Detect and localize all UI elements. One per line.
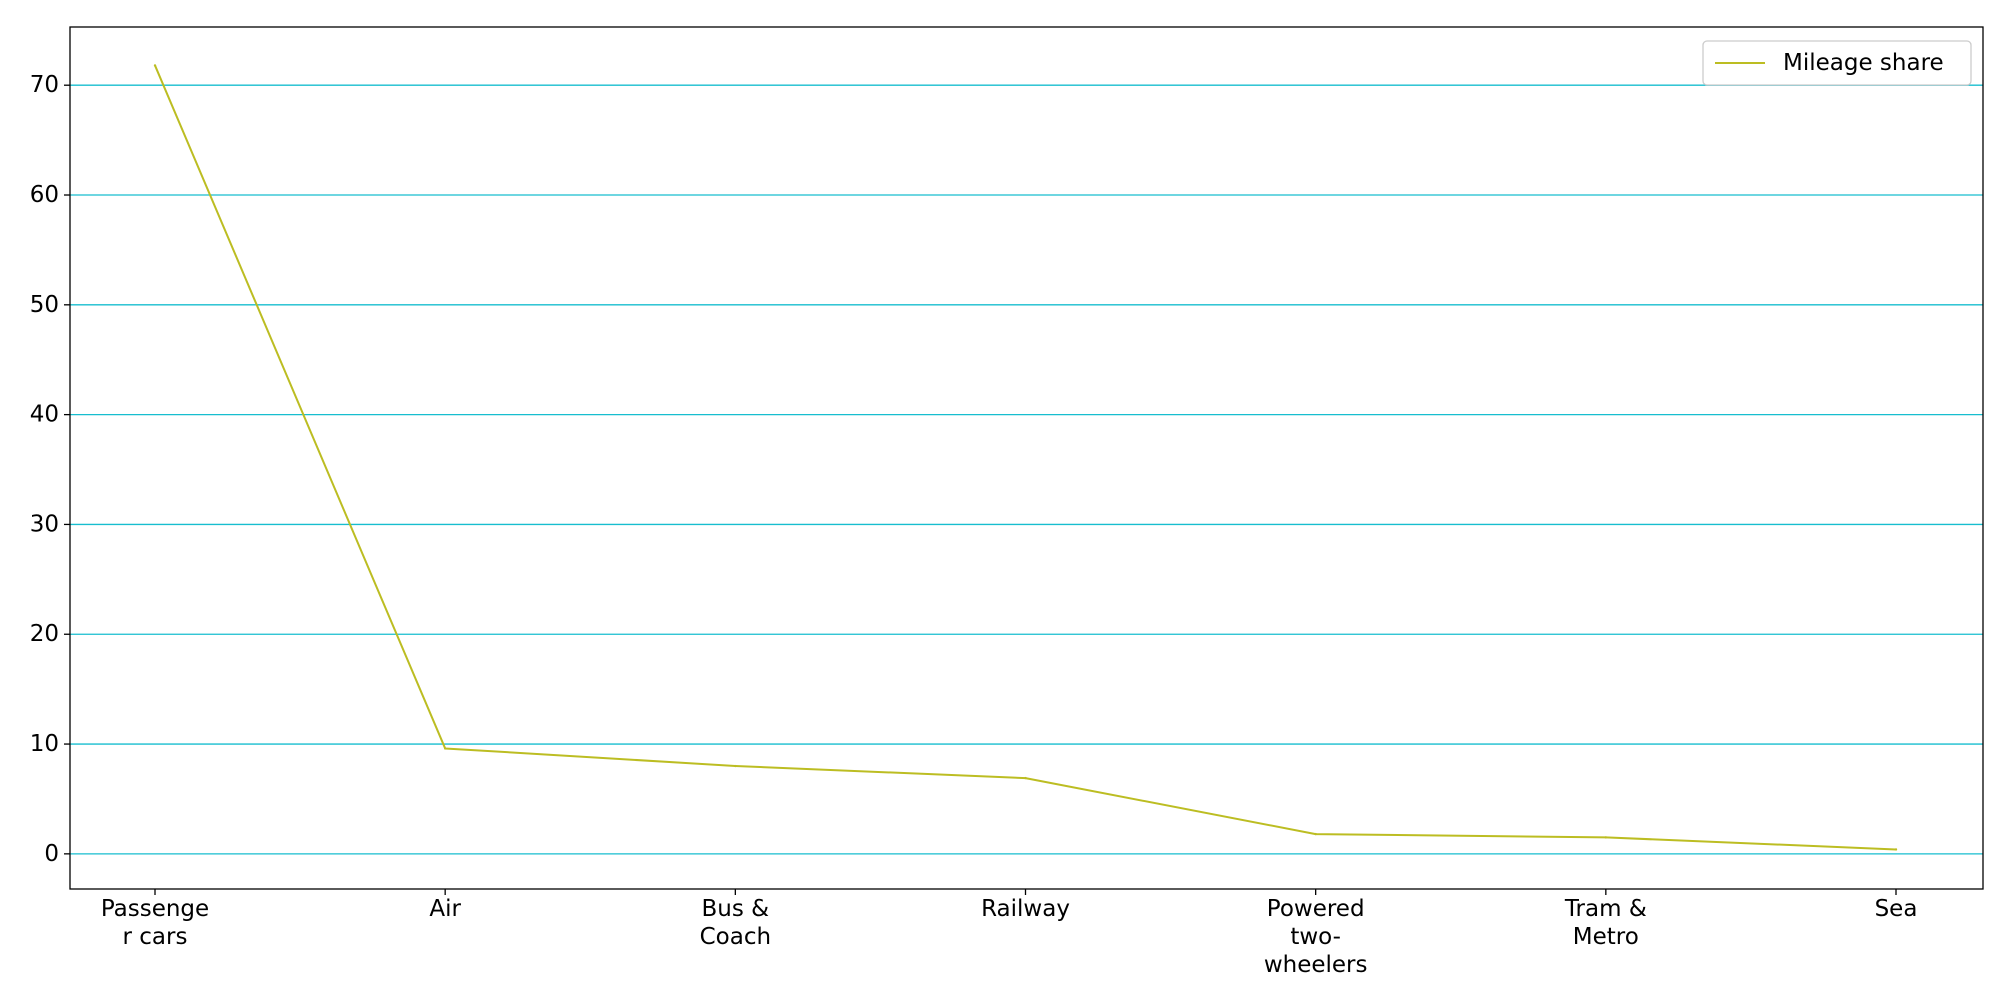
y-tick-label: 30 xyxy=(30,511,59,537)
x-tick-label-line: wheelers xyxy=(1264,952,1368,978)
x-tick-label: Sea xyxy=(1875,896,1918,922)
data-point xyxy=(1314,832,1317,836)
x-tick-label-line: Air xyxy=(429,896,461,922)
x-tick-label-line: Passenge xyxy=(101,896,209,922)
x-tick-label-line: Coach xyxy=(700,924,771,950)
legend-box xyxy=(1702,40,1972,86)
y-tick-label: 40 xyxy=(30,402,59,428)
data-point xyxy=(734,764,737,768)
x-tick-label: Passenge r cars xyxy=(101,896,209,950)
y-axis: 0 10 20 30 40 50 60 70 xyxy=(30,72,70,867)
legend: Mileage share xyxy=(1702,40,1972,86)
y-tick-label: 70 xyxy=(30,72,59,98)
plot-frame xyxy=(69,26,1984,890)
data-point xyxy=(153,64,157,67)
x-tick-label-line: Powered xyxy=(1267,896,1365,922)
x-tick-label-line: Railway xyxy=(981,896,1070,922)
data-point xyxy=(1024,776,1027,780)
data-point xyxy=(1604,836,1608,839)
x-tick-label-line: r cars xyxy=(123,924,188,950)
x-tick-label-line: two- xyxy=(1290,924,1341,950)
y-tick-label: 50 xyxy=(30,292,59,318)
y-tick-label: 20 xyxy=(30,621,59,647)
x-tick-label-line: Metro xyxy=(1573,924,1639,950)
data-point xyxy=(1894,848,1898,851)
x-tick-label: Railway xyxy=(981,896,1070,922)
y-tick-label: 60 xyxy=(30,182,59,208)
series-layer xyxy=(153,64,1898,851)
series-line-mileage-share xyxy=(154,65,1897,851)
data-point xyxy=(443,747,447,750)
legend-label-mileage-share: Mileage share xyxy=(1783,50,1944,76)
y-tick-label: 0 xyxy=(44,841,59,867)
x-tick-label: Air xyxy=(429,896,461,922)
x-axis: Passenge r cars Air Bus & Coach Railway Powere… xyxy=(101,889,1918,978)
gridlines xyxy=(70,84,1983,855)
x-tick-label-line: Sea xyxy=(1875,896,1918,922)
x-tick-label-line: Bus & xyxy=(702,896,770,922)
x-tick-label: Bus & Coach xyxy=(700,896,771,950)
x-tick-label: Powered two-wheelers xyxy=(1264,896,1368,978)
x-tick-label: Tram & Metro xyxy=(1564,896,1647,950)
x-tick-label-line: Tram & xyxy=(1564,896,1647,922)
y-tick-label: 10 xyxy=(30,731,59,757)
